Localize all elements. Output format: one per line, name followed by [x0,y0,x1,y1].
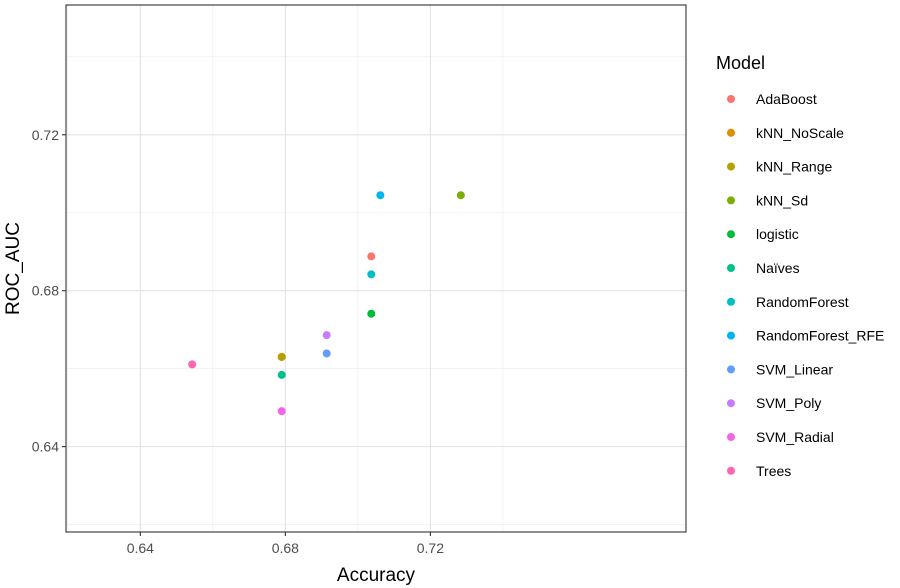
data-point-knn-sd [456,191,465,200]
data-point-na-ves [277,370,286,379]
y-axis-title: ROC_AUC [3,222,24,315]
legend-label-knn-sd: kNN_Sd [756,192,808,208]
minor-gridlines [66,5,686,532]
legend-label-trees: Trees [756,463,791,479]
legend-key-trees [727,466,735,475]
legend-key-knn-noscale [727,128,735,137]
legend-key-svm-linear [727,365,735,374]
legend-key-svm-poly [727,399,735,408]
x-tick-label: 0.64 [127,540,154,556]
data-point-svm-linear [322,349,331,358]
legend-label-knn-range: kNN_Range [756,159,832,175]
major-gridlines [66,5,686,532]
y-tick-label: 0.72 [32,127,59,143]
data-point-knn-range [277,352,286,361]
data-point-logistic [367,309,376,318]
legend-key-adaboost [727,95,735,103]
data-point-randomforest-rfe [376,191,385,200]
legend-label-randomforest: RandomForest [756,294,849,310]
y-axis-ticks: 0.64 0.68 0.72 [32,127,66,455]
x-tick-label: 0.72 [417,540,444,556]
legend-label-logistic: logistic [756,226,799,242]
legend-label-svm-poly: SVM_Poly [756,395,821,411]
x-axis-title: Accuracy [337,565,416,586]
legend-key-na-ves [727,264,735,272]
legend-key-knn-range [727,162,735,171]
legend-key-randomforest-rfe [727,331,735,340]
legend-label-na-ves: Naïves [756,260,800,276]
legend-key-logistic [727,230,735,239]
y-tick-label: 0.64 [32,439,59,455]
data-point-trees [188,360,197,369]
legend-label-randomforest-rfe: RandomForest_RFE [756,328,884,344]
legend-label-svm-linear: SVM_Linear [756,361,833,377]
legend-key-knn-sd [727,196,735,205]
legend-key-svm-radial [727,433,735,441]
legend-label-adaboost: AdaBoost [756,91,817,107]
x-tick-label: 0.68 [272,540,299,556]
legend-title: Model [716,53,765,73]
legend: Model AdaBoost kNN_NoScale kNN_Range kNN_Sd… [716,53,884,479]
data-point-svm-radial [277,407,286,416]
legend-key-randomforest [727,297,735,306]
data-point-adaboost [367,252,376,261]
data-point-svm-poly [322,331,331,340]
y-tick-label: 0.68 [32,283,59,299]
x-axis-ticks: 0.64 0.68 0.72 [127,532,444,556]
legend-label-knn-noscale: kNN_NoScale [756,125,844,141]
legend-label-svm-radial: SVM_Radial [756,429,834,445]
plot-panel [66,5,686,532]
data-points [188,191,465,416]
data-point-randomforest [367,270,376,279]
plot-border [65,4,687,533]
